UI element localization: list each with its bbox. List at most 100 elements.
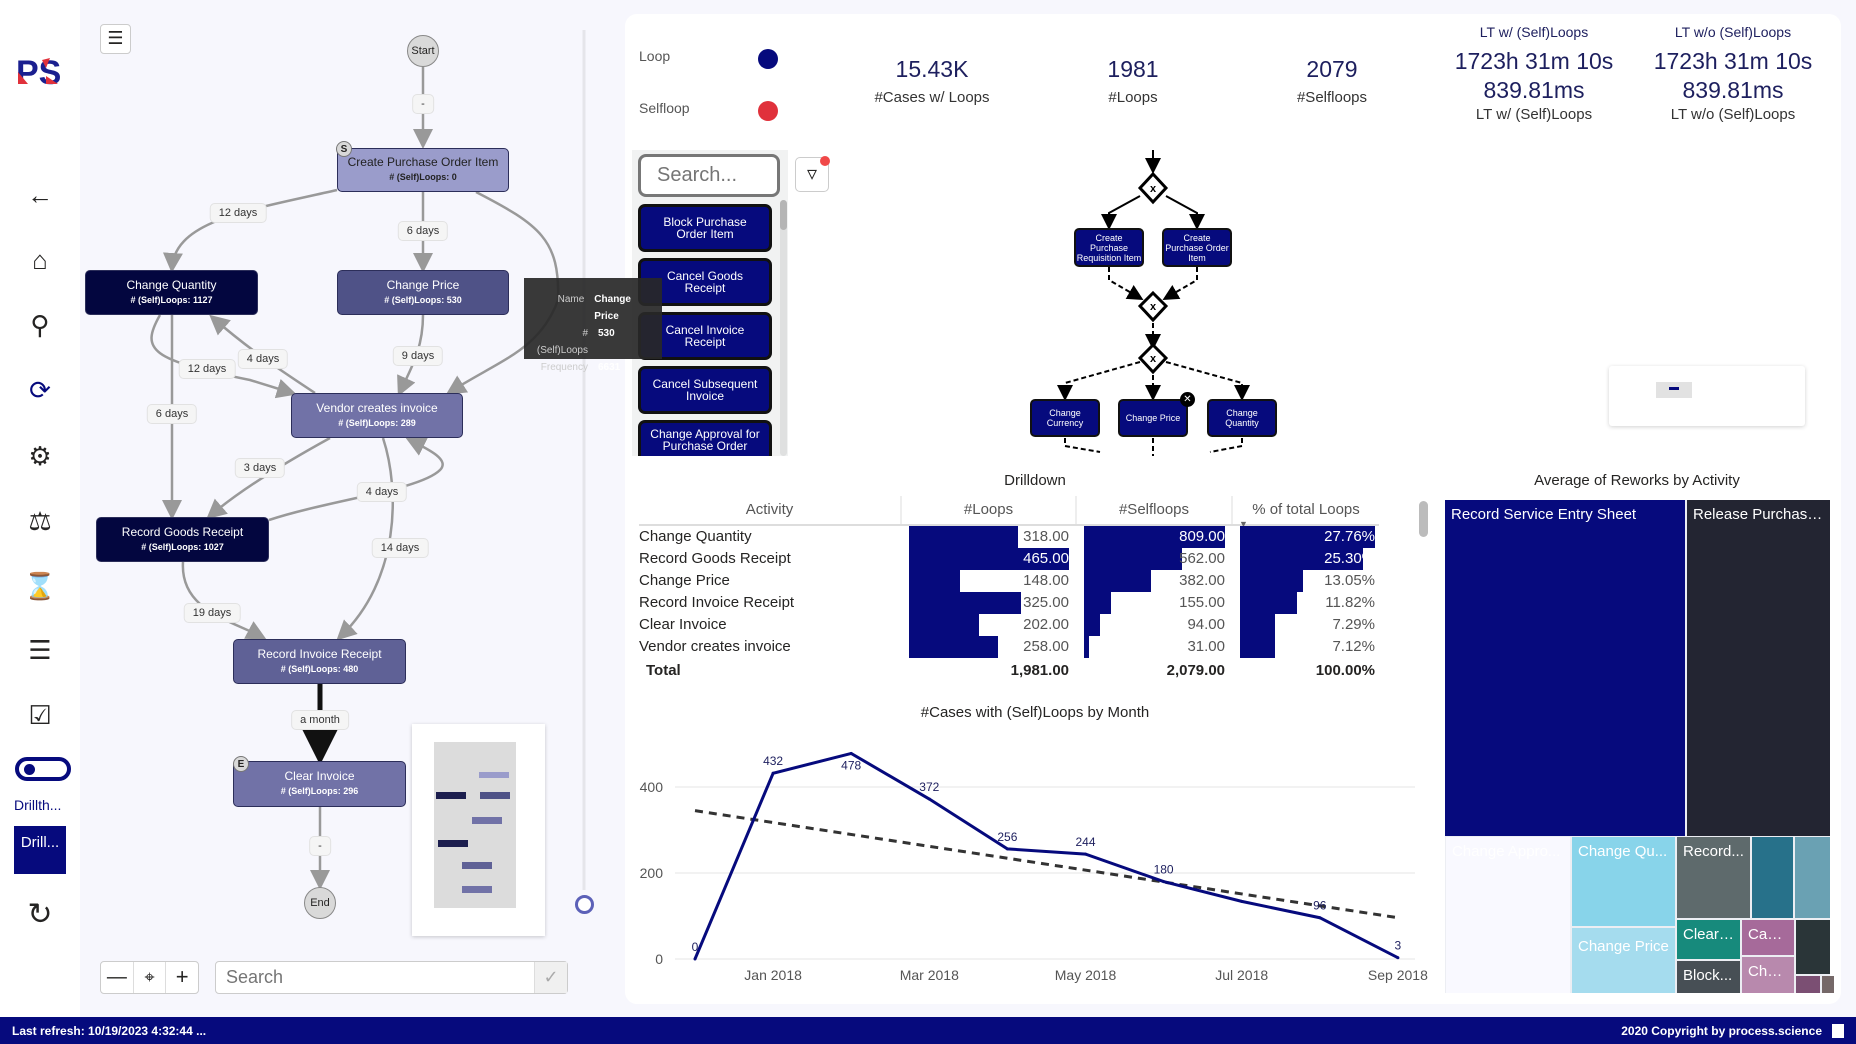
treemap-tile[interactable]: Change Price	[1572, 928, 1675, 993]
search-confirm-check-icon[interactable]: ✓	[534, 962, 567, 993]
treemap-tile[interactable]: Record...	[1677, 837, 1750, 918]
node-record-invoice-receipt[interactable]: Record Invoice Receipt # (Self)Loops: 480	[233, 639, 406, 684]
treemap-tile[interactable]	[1796, 976, 1820, 993]
node-record-goods-receipt[interactable]: Record Goods Receipt # (Self)Loops: 1027	[96, 517, 269, 562]
activity-list-scrollbar[interactable]	[780, 200, 787, 456]
center-target-icon[interactable]: ⌖	[134, 962, 167, 993]
kpi-value: 2079	[1306, 56, 1358, 82]
activity-search-input[interactable]	[638, 154, 780, 197]
treemap-tile[interactable]: Release Purchase...	[1687, 500, 1830, 836]
treemap-tile[interactable]: Can...	[1742, 920, 1794, 955]
line-chart: 0 200 400 Jan 2018 Mar 2018 May 2018 Jul 2018 S…	[640, 751, 1428, 983]
data-label: 96	[1313, 899, 1327, 913]
minimap[interactable]	[412, 724, 545, 936]
table-scrollbar[interactable]	[1419, 501, 1428, 537]
data-point	[927, 797, 931, 801]
table-row[interactable]: Record Goods Receipt 465.00 562.00 25.30%	[639, 548, 1379, 570]
column-header-pct[interactable]: % of total Loops ▼	[1233, 496, 1379, 529]
zoom-slider-handle[interactable]	[575, 895, 594, 914]
treemap-tile[interactable]: Clear ...	[1677, 920, 1740, 959]
sync-icon[interactable]: ⟳	[29, 374, 51, 405]
bpmn-task[interactable]: Create Purchase Requisition Item	[1074, 228, 1144, 267]
treemap-tile[interactable]	[1752, 837, 1793, 918]
hourglass-icon[interactable]: ⌛	[23, 570, 57, 601]
start-badge: S	[336, 141, 352, 157]
total-selfloops: 2,079.00	[1166, 662, 1225, 679]
node-change-quantity[interactable]: Change Quantity # (Self)Loops: 1127	[85, 270, 258, 315]
list-icon[interactable]: ☰	[28, 634, 52, 665]
y-tick-label: 400	[640, 779, 664, 795]
node-title: Clear Invoice	[284, 769, 355, 783]
cell-pct_t: 27.76%	[1233, 526, 1379, 548]
bpmn-diagram: x x x	[1057, 150, 1250, 456]
hamburger-menu-button[interactable]: ☰	[100, 24, 131, 54]
treemap-tile[interactable]: Change Qu...	[1572, 837, 1675, 926]
filter-funnel-button[interactable]: ▿	[795, 156, 830, 192]
node-create-purchase-order-item[interactable]: Create Purchase Order Item # (Self)Loops:…	[337, 148, 509, 192]
column-header-activity[interactable]: Activity	[639, 496, 902, 524]
drill-button[interactable]: Drill...	[14, 826, 66, 874]
total-loops: 1,981.00	[1010, 662, 1069, 679]
zoom-in-button[interactable]: +	[175, 964, 189, 989]
table-row[interactable]: Change Quantity 318.00 809.00 27.76%	[639, 526, 1379, 548]
treemap: Record Service Entry Sheet Release Purch…	[1445, 500, 1834, 993]
treemap-tile[interactable]: Block...	[1677, 961, 1740, 993]
activity-item[interactable]: Block Purchase Order Item	[638, 204, 772, 252]
minimap-viewport[interactable]	[434, 742, 516, 908]
treemap-tile[interactable]	[1796, 920, 1830, 974]
treemap-tile[interactable]: Change Appro...	[1446, 837, 1570, 993]
cell-text: 11.82%	[1325, 594, 1375, 611]
home-icon[interactable]: ⌂	[32, 244, 48, 275]
cell-pct_t: 13.05%	[1233, 570, 1379, 592]
column-header-loops[interactable]: #Loops	[902, 496, 1077, 524]
treemap-tile[interactable]	[1822, 976, 1834, 993]
xor-gateway-icon	[1137, 171, 1169, 375]
info-icon[interactable]	[1832, 1023, 1844, 1038]
treemap-tile[interactable]	[1795, 837, 1830, 918]
back-arrow-icon[interactable]: ←	[27, 179, 53, 210]
gear-icon[interactable]: ⚙	[28, 440, 52, 471]
edge-label: 6 days	[397, 221, 449, 241]
balance-scale-icon[interactable]: ⚖	[28, 505, 52, 536]
remove-x-icon[interactable]: ✕	[1180, 392, 1195, 407]
data-bar	[909, 548, 1069, 570]
end-node[interactable]: End	[304, 887, 336, 919]
bpmn-task[interactable]: Change Quantity	[1207, 399, 1277, 437]
bpmn-overview-card[interactable]	[1609, 366, 1805, 426]
zoom-out-button[interactable]: —	[101, 962, 134, 993]
data-bar	[1084, 614, 1101, 636]
activity-item[interactable]: Cancel Subsequent Invoice	[638, 366, 772, 414]
node-change-price[interactable]: Change Price # (Self)Loops: 530	[337, 270, 509, 315]
table-row[interactable]: Change Price 148.00 382.00 13.05%	[639, 570, 1379, 592]
drillthrough-toggle[interactable]	[15, 757, 71, 781]
edge-label: a month	[291, 710, 349, 730]
cell-activity: Record Goods Receipt	[639, 548, 902, 570]
bpmn-task[interactable]: Create Purchase Order Item	[1162, 228, 1232, 267]
table-row[interactable]: Record Invoice Receipt 325.00 155.00 11.82%	[639, 592, 1379, 614]
refresh-icon[interactable]: ↻	[27, 897, 53, 931]
cell-text: 318.00	[1023, 528, 1069, 545]
cell-self_t: 562.00	[1077, 548, 1233, 570]
node-vendor-creates-invoice[interactable]: Vendor creates invoice # (Self)Loops: 289	[291, 393, 463, 438]
map-search-input[interactable]	[216, 962, 534, 993]
treemap-title: Average of Reworks by Activity	[1534, 472, 1740, 489]
activity-item[interactable]: Change Approval for Purchase Order	[638, 420, 772, 456]
node-clear-invoice[interactable]: Clear Invoice # (Self)Loops: 296	[233, 761, 406, 807]
checklist-icon[interactable]: ☑	[28, 699, 52, 730]
table-row[interactable]: Vendor creates invoice 258.00 31.00 7.12%	[639, 636, 1379, 658]
data-bar	[1240, 526, 1375, 548]
bpmn-task[interactable]: Change Price	[1118, 399, 1188, 437]
column-header-selfloops[interactable]: #Selfloops	[1077, 496, 1233, 524]
node-tooltip: Name Change Price # (Self)Loops 530 Freque…	[524, 278, 662, 373]
table-row[interactable]: Clear Invoice 202.00 94.00 7.29%	[639, 614, 1379, 636]
bpmn-task[interactable]: Change Currency	[1030, 399, 1100, 437]
cell-text: 25.30%	[1324, 550, 1375, 567]
treemap-tile[interactable]: Cha...	[1742, 957, 1794, 993]
start-node[interactable]: Start	[407, 35, 439, 67]
cell-self_t: 809.00	[1077, 526, 1233, 548]
kpi-label: LT w/ (Self)Loops	[1475, 106, 1593, 123]
scrollbar-thumb[interactable]	[780, 200, 787, 230]
cell-text: Change Quantity	[639, 528, 752, 545]
treemap-tile[interactable]: Record Service Entry Sheet	[1445, 500, 1685, 836]
data-bar	[1240, 614, 1276, 636]
